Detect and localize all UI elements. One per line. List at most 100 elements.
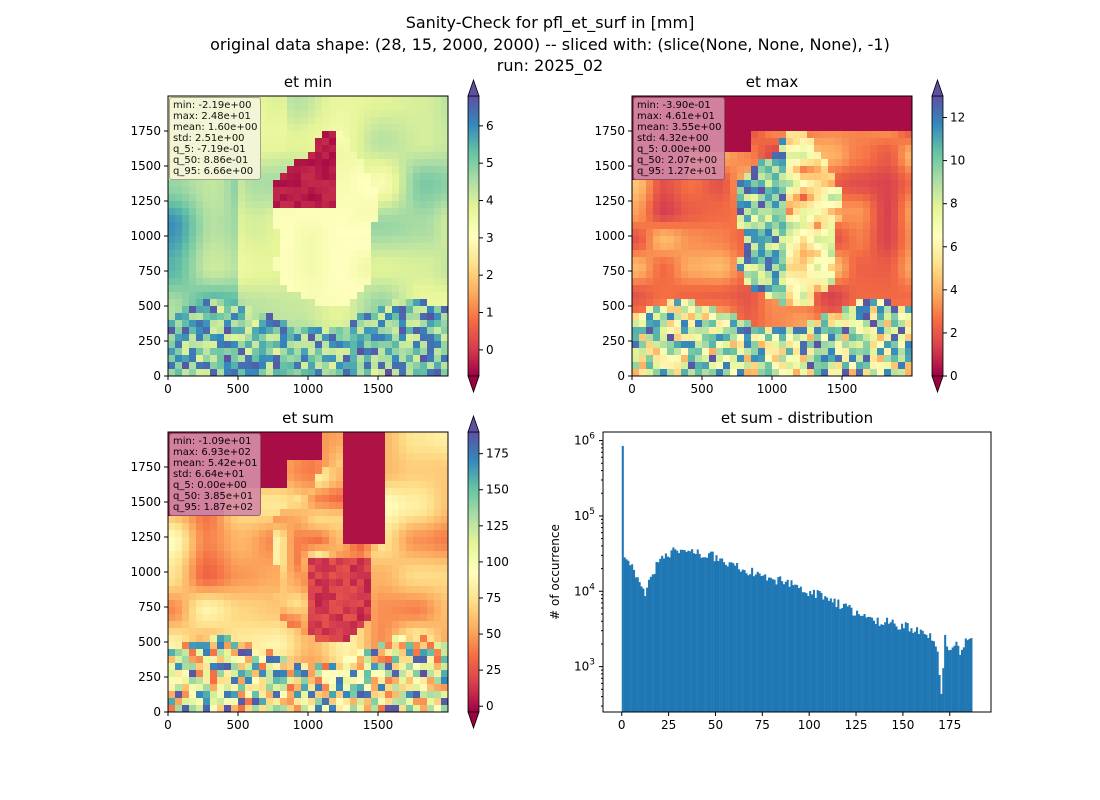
heatmap-cell <box>385 292 393 300</box>
heatmap-cell <box>828 201 836 209</box>
heatmap-cell <box>203 705 211 713</box>
heatmap-cell <box>329 691 337 699</box>
heatmap-cell <box>392 474 400 482</box>
heatmap-cell <box>259 432 267 440</box>
heatmap-cell <box>315 159 323 167</box>
heatmap-cell <box>681 313 689 321</box>
heatmap-cell <box>814 369 822 377</box>
heatmap-cell <box>280 516 288 524</box>
heatmap-cell <box>259 96 267 104</box>
heatmap-cell <box>287 292 295 300</box>
heatmap-cell <box>182 684 190 692</box>
heatmap-cell <box>898 222 906 230</box>
heatmap-cell <box>378 187 386 195</box>
heatmap-cell <box>821 201 829 209</box>
heatmap-cell <box>308 103 316 111</box>
heatmap-cell <box>364 159 372 167</box>
heatmap-cell <box>315 271 323 279</box>
heatmap-cell <box>343 285 351 293</box>
heatmap-cell <box>357 229 365 237</box>
colorbar-tick-label: 150 <box>486 483 509 497</box>
heatmap-cell <box>660 355 668 363</box>
heatmap-cell <box>294 278 302 286</box>
heatmap-cell <box>357 201 365 209</box>
heatmap-cell <box>653 222 661 230</box>
heatmap-cell <box>427 341 435 349</box>
heatmap-cell <box>434 229 442 237</box>
heatmap-cell <box>434 698 442 706</box>
heatmap-cell <box>730 208 738 216</box>
heatmap-cell <box>891 250 899 258</box>
heatmap-cell <box>378 313 386 321</box>
heatmap-cell <box>639 320 647 328</box>
heatmap-cell <box>196 278 204 286</box>
heatmap-cell <box>210 558 218 566</box>
heatmap-cell <box>863 313 871 321</box>
heatmap-cell <box>646 180 654 188</box>
heatmap-cell <box>814 257 822 265</box>
heatmap-cell <box>189 278 197 286</box>
heatmap-cell <box>280 341 288 349</box>
heatmap-cell <box>744 187 752 195</box>
colorbar-extend-min <box>931 375 944 394</box>
heatmap-cell <box>737 173 745 181</box>
heatmap-cell <box>702 362 710 370</box>
heatmap-cell <box>217 180 225 188</box>
heatmap-cell <box>399 523 407 531</box>
heatmap-cell <box>266 579 274 587</box>
heatmap-cell <box>884 369 892 377</box>
heatmap-cell <box>378 523 386 531</box>
heatmap-cell <box>884 327 892 335</box>
heatmap-cell <box>758 124 766 132</box>
heatmap-cell <box>898 201 906 209</box>
heatmap-cell <box>196 579 204 587</box>
heatmap-cell <box>420 355 428 363</box>
heatmap-cell <box>399 481 407 489</box>
heatmap-cell <box>252 614 260 622</box>
heatmap-cell <box>898 194 906 202</box>
heatmap-cell <box>814 271 822 279</box>
heatmap-cell <box>196 530 204 538</box>
heatmap-cell <box>343 607 351 615</box>
heatmap-cell <box>175 348 183 356</box>
heatmap-cell <box>420 670 428 678</box>
heatmap-cell <box>406 670 414 678</box>
heatmap-cell <box>266 236 274 244</box>
heatmap-cell <box>744 166 752 174</box>
heatmap-cell <box>821 173 829 181</box>
heatmap-cell <box>189 537 197 545</box>
heatmap-cell <box>273 607 281 615</box>
heatmap-cell <box>231 208 239 216</box>
heatmap-cell <box>203 187 211 195</box>
heatmap-cell <box>336 271 344 279</box>
heatmap-cell <box>821 180 829 188</box>
heatmap-cell <box>315 586 323 594</box>
heatmap-cell <box>399 684 407 692</box>
heatmap-cell <box>385 509 393 517</box>
heatmap-cell <box>322 341 330 349</box>
heatmap-cell <box>891 362 899 370</box>
heatmap-cell <box>730 117 738 125</box>
heatmap-cell <box>245 229 253 237</box>
heatmap-cell <box>175 579 183 587</box>
heatmap-cell <box>688 180 696 188</box>
heatmap-cell <box>835 271 843 279</box>
heatmap-cell <box>350 670 358 678</box>
heatmap-cell <box>434 460 442 468</box>
heatmap-cell <box>224 264 232 272</box>
heatmap-cell <box>434 635 442 643</box>
heatmap-cell <box>807 229 815 237</box>
heatmap-cell <box>315 439 323 447</box>
heatmap-cell <box>329 586 337 594</box>
heatmap-cell <box>877 362 885 370</box>
heatmap-cell <box>189 306 197 314</box>
figure-title-line-2: original data shape: (28, 15, 2000, 2000… <box>210 35 890 54</box>
heatmap-cell <box>674 348 682 356</box>
heatmap-cell <box>399 649 407 657</box>
heatmap-cell <box>364 348 372 356</box>
heatmap-cell <box>301 537 309 545</box>
heatmap-cell <box>336 586 344 594</box>
heatmap-cell <box>280 579 288 587</box>
heatmap-cell <box>786 131 794 139</box>
heatmap-cell <box>441 292 449 300</box>
